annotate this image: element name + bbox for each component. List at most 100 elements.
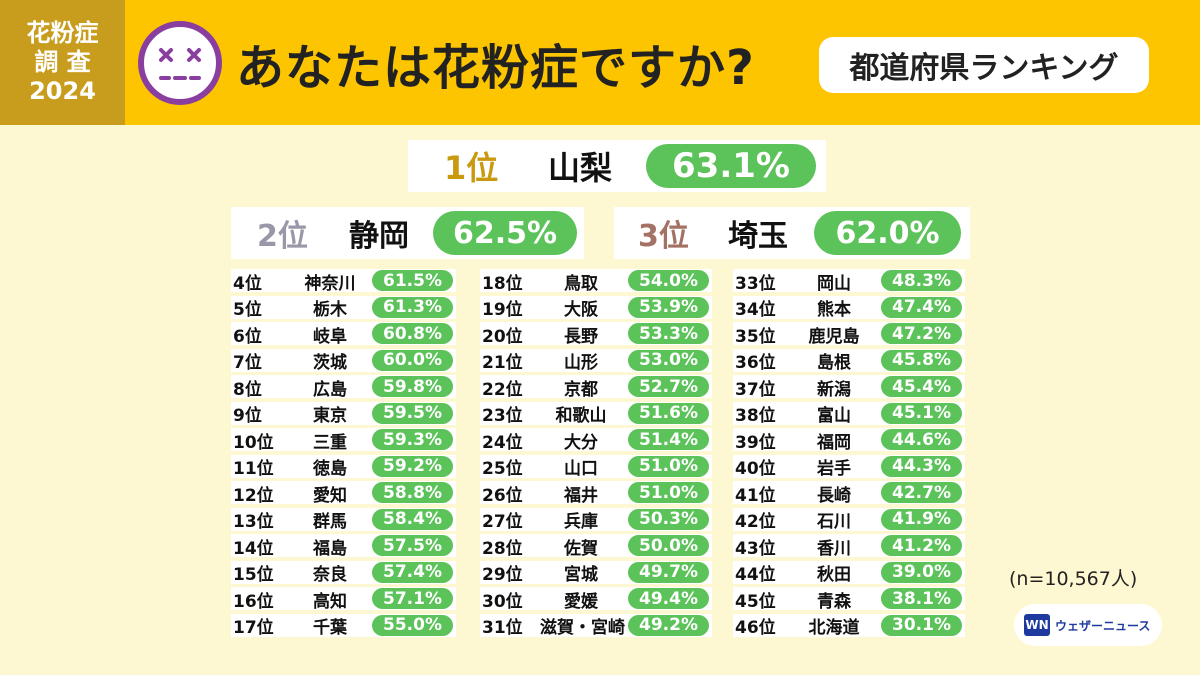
survey-badge: 花粉症 調 査 2024 (0, 0, 125, 125)
prefecture-name: 東京 (313, 406, 347, 427)
percentage-pill: 61.3% (372, 296, 453, 318)
prefecture-name: 群馬 (313, 512, 347, 533)
dizzy-face-icon (138, 21, 222, 105)
percentage-pill: 44.6% (881, 429, 962, 450)
weathernews-logo-icon: WN (1024, 614, 1050, 636)
percentage-pill: 58.4% (372, 508, 453, 530)
badge-line-3: 2024 (29, 77, 96, 105)
rank-label: 7位 (233, 353, 262, 374)
percentage-pill: 57.1% (372, 588, 453, 609)
rank-1-percentage: 63.1% (646, 144, 816, 188)
percentage-pill: 45.4% (881, 376, 962, 397)
prefecture-name: 福島 (313, 538, 347, 559)
percentage-pill: 41.9% (881, 508, 962, 530)
prefecture-name: 広島 (313, 379, 347, 400)
rank-label: 33位 (735, 273, 776, 294)
percentage-pill: 54.0% (628, 270, 709, 291)
badge-line-2: 調 査 (34, 48, 91, 76)
prefecture-name: 大阪 (564, 300, 598, 321)
rank-label: 25位 (482, 459, 523, 480)
rank-label: 26位 (482, 485, 523, 506)
rank-3-label: 3位 (638, 219, 689, 254)
prefecture-name: 熊本 (817, 300, 851, 321)
rank-label: 42位 (735, 512, 776, 533)
rank-label: 18位 (482, 273, 523, 294)
rank-2-percentage: 62.5% (433, 211, 577, 255)
rank-label: 40位 (735, 459, 776, 480)
prefecture-name: 千葉 (313, 618, 347, 639)
percentage-pill: 58.8% (372, 482, 453, 503)
percentage-pill: 50.3% (628, 508, 709, 530)
rank-label: 36位 (735, 353, 776, 374)
rank-label: 16位 (233, 591, 274, 612)
prefecture-name: 北海道 (808, 618, 860, 639)
weathernews-logo-text: ウェザーニュース (1055, 618, 1151, 633)
rank-label: 34位 (735, 300, 776, 321)
prefecture-name: 鳥取 (564, 273, 598, 294)
weathernews-logo: WN ウェザーニュース (1014, 604, 1162, 646)
prefecture-name: 神奈川 (304, 273, 356, 294)
rank-3-percentage: 62.0% (814, 211, 961, 255)
page-title: あなたは花粉症ですか? (236, 40, 755, 96)
prefecture-name: 三重 (313, 432, 347, 453)
percentage-pill: 57.4% (372, 561, 453, 583)
rank-label: 4位 (233, 273, 262, 294)
rank-label: 6位 (233, 326, 262, 347)
prefecture-name: 山口 (564, 459, 598, 480)
percentage-pill: 59.2% (372, 455, 453, 477)
percentage-pill: 59.8% (372, 376, 453, 397)
percentage-pill: 53.9% (628, 296, 709, 318)
percentage-pill: 45.1% (881, 402, 962, 424)
rank-3-card: 3位 埼玉 62.0% (614, 207, 970, 259)
rank-label: 35位 (735, 326, 776, 347)
percentage-pill: 49.4% (628, 588, 709, 609)
rank-label: 44位 (735, 565, 776, 586)
rank-label: 29位 (482, 565, 523, 586)
rank-1-prefecture: 山梨 (548, 149, 613, 187)
rank-2-prefecture: 静岡 (349, 219, 409, 254)
rank-1-card: 1位 山梨 63.1% (408, 140, 826, 192)
prefecture-name: 徳島 (313, 459, 347, 480)
percentage-pill: 49.2% (628, 614, 709, 636)
prefecture-name: 新潟 (817, 379, 851, 400)
percentage-pill: 48.3% (881, 270, 962, 291)
percentage-pill: 30.1% (881, 614, 962, 636)
prefecture-name: 宮城 (564, 565, 598, 586)
percentage-pill: 60.0% (372, 349, 453, 371)
rank-label: 41位 (735, 485, 776, 506)
rank-label: 8位 (233, 379, 262, 400)
prefecture-name: 佐賀 (564, 538, 598, 559)
prefecture-name: 鹿児島 (808, 326, 860, 347)
prefecture-name: 高知 (313, 591, 347, 612)
header-bar: 花粉症 調 査 2024 あなたは花粉症ですか? 都道府県ランキング (0, 0, 1200, 125)
rank-label: 22位 (482, 379, 523, 400)
prefecture-name: 秋田 (817, 565, 851, 586)
rank-label: 27位 (482, 512, 523, 533)
percentage-pill: 51.0% (628, 482, 709, 503)
percentage-pill: 53.3% (628, 323, 709, 344)
prefecture-name: 岡山 (817, 273, 851, 294)
prefecture-name: 福井 (564, 485, 598, 506)
percentage-pill: 55.0% (372, 614, 453, 636)
percentage-pill: 47.4% (881, 296, 962, 318)
rank-label: 20位 (482, 326, 523, 347)
rank-label: 31位 (482, 618, 523, 639)
rank-label: 39位 (735, 432, 776, 453)
rank-label: 38位 (735, 406, 776, 427)
prefecture-name: 茨城 (313, 353, 347, 374)
prefecture-name: 奈良 (313, 565, 347, 586)
prefecture-name: 香川 (817, 538, 851, 559)
percentage-pill: 52.7% (628, 376, 709, 397)
rank-label: 23位 (482, 406, 523, 427)
prefecture-name: 長崎 (817, 485, 851, 506)
prefecture-name: 愛知 (313, 485, 347, 506)
percentage-pill: 49.7% (628, 561, 709, 583)
prefecture-name: 和歌山 (555, 406, 607, 427)
prefecture-name: 石川 (817, 512, 851, 533)
rank-label: 9位 (233, 406, 262, 427)
percentage-pill: 51.0% (628, 455, 709, 477)
percentage-pill: 51.4% (628, 429, 709, 450)
rank-label: 13位 (233, 512, 274, 533)
rank-label: 17位 (233, 618, 274, 639)
prefecture-name: 福岡 (817, 432, 851, 453)
